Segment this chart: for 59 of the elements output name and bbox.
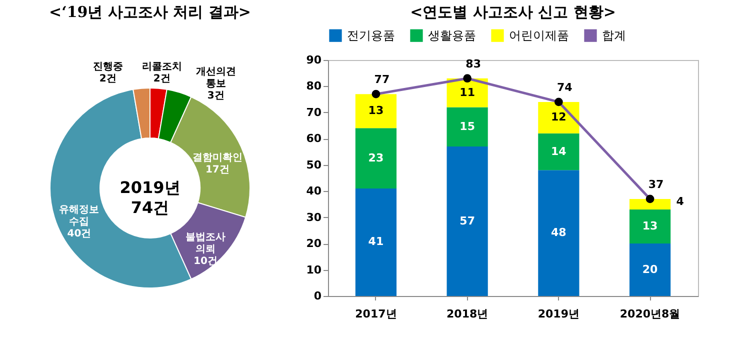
x-tick-label: 2017년 (355, 308, 397, 320)
y-tick-label: 60 (306, 132, 322, 146)
legend-label: 전기용품 (347, 28, 395, 43)
bar (446, 146, 488, 296)
legend-label: 어린이제품 (509, 28, 569, 43)
data-label: 41 (368, 235, 384, 248)
data-label: 2건 (153, 73, 170, 84)
data-label: 12 (551, 110, 566, 124)
y-tick-label: 90 (306, 54, 322, 66)
data-label: 40건 (67, 228, 92, 240)
data-label: 2건 (99, 73, 116, 84)
data-label: 11 (460, 86, 475, 99)
chart-title: <연도별 사고조사 신고 현황> (410, 3, 616, 21)
y-tick-label: 80 (306, 80, 322, 93)
x-tick-label: 2019년 (538, 308, 580, 320)
data-label: 20 (642, 262, 658, 276)
bar (629, 198, 671, 210)
data-label: 23 (368, 151, 384, 164)
text: 2019년 74건 (120, 178, 180, 217)
slice-label: 리콜조치 (142, 61, 182, 72)
bar (538, 170, 580, 296)
bar (629, 244, 671, 296)
data-label: 3건 (207, 90, 224, 102)
y-tick-label: 10 (306, 263, 322, 276)
data-label: 57 (460, 214, 475, 228)
bar (355, 188, 397, 296)
data-label: 17건 (205, 164, 230, 176)
data-label: 48 (551, 226, 566, 240)
y-tick-label: 0 (314, 290, 322, 302)
data-label: 13 (642, 220, 658, 233)
x-tick-label: 2018년 (446, 308, 488, 320)
slice-label: 유해정보 수집 (59, 204, 100, 228)
y-tick-label: 20 (306, 237, 322, 250)
y-tick-label: 70 (306, 106, 322, 119)
data-label: 83 (466, 57, 481, 70)
y-tick-label: 40 (306, 184, 322, 198)
x-tick-label: 2020년8월 (620, 308, 680, 320)
legend-label: 생활용품 (428, 28, 476, 43)
data-label: 77 (374, 73, 390, 86)
slice-label: 불법조사 의뢰 (186, 232, 226, 255)
bar (629, 209, 671, 244)
bar (355, 128, 397, 188)
slice-label: 진행중 (92, 61, 123, 72)
data-label: 74 (557, 80, 573, 94)
data-label: 4 (676, 195, 684, 208)
data-label: 37 (648, 178, 664, 191)
y-tick-label: 30 (306, 210, 322, 224)
bar (538, 133, 580, 170)
legend-label: 합계 (602, 28, 626, 43)
data-label: 13 (368, 104, 384, 118)
bar (355, 94, 397, 128)
data-label: 10건 (194, 256, 218, 267)
data-label: 15 (460, 120, 475, 133)
bar (446, 107, 488, 147)
slice-label: 결함미확인 (192, 152, 242, 164)
chart-title: <‘19년 사고조사 처리 결과> (49, 3, 251, 21)
slice-label: 개선의견 통보 (196, 66, 236, 90)
data-label: 14 (551, 144, 567, 158)
y-tick-label: 50 (306, 158, 322, 172)
